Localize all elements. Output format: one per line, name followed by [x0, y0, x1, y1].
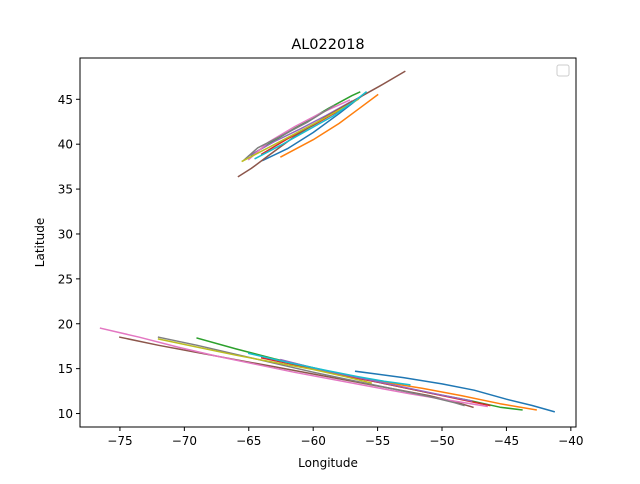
y-tick-label: 20	[58, 317, 73, 331]
track-line-17	[247, 99, 351, 161]
x-tick-label: −60	[301, 434, 326, 448]
y-tick-label: 45	[58, 93, 73, 107]
y-tick-label: 10	[58, 407, 73, 421]
y-tick-label: 30	[58, 227, 73, 241]
axes-frame	[79, 57, 577, 428]
track-line-10	[247, 352, 411, 386]
track-line-1	[354, 370, 556, 413]
x-axis-label: Longitude	[298, 456, 358, 470]
y-tick-label: 25	[58, 272, 73, 286]
track-line-9	[157, 338, 373, 384]
y-tick-label: 40	[58, 138, 73, 152]
track-line-16	[237, 70, 406, 178]
chart-title: AL022018	[291, 37, 364, 53]
x-tick-label: −75	[107, 434, 132, 448]
y-tick-label: 15	[58, 362, 73, 376]
x-tick-label: −65	[236, 434, 261, 448]
x-tick-label: −50	[429, 434, 454, 448]
y-tick-label: 35	[58, 183, 73, 197]
y-ticks: 10 15 20 25 30 35 40 45	[58, 93, 80, 421]
x-tick-label: −45	[494, 434, 519, 448]
track-line-8	[157, 336, 465, 407]
x-ticks: −75 −70 −65 −60 −55 −50 −45 −40	[107, 427, 584, 448]
track-line-20	[254, 91, 368, 160]
track-line-18	[242, 104, 335, 162]
x-tick-label: −70	[172, 434, 197, 448]
x-tick-label: −40	[558, 434, 583, 448]
y-axis-label: Latitude	[33, 218, 47, 267]
legend-box	[556, 64, 570, 77]
x-tick-label: −55	[365, 434, 390, 448]
track-line-15	[247, 100, 353, 157]
track-line-11	[261, 94, 364, 162]
series-layer	[99, 70, 556, 413]
track-line-12	[279, 93, 379, 158]
